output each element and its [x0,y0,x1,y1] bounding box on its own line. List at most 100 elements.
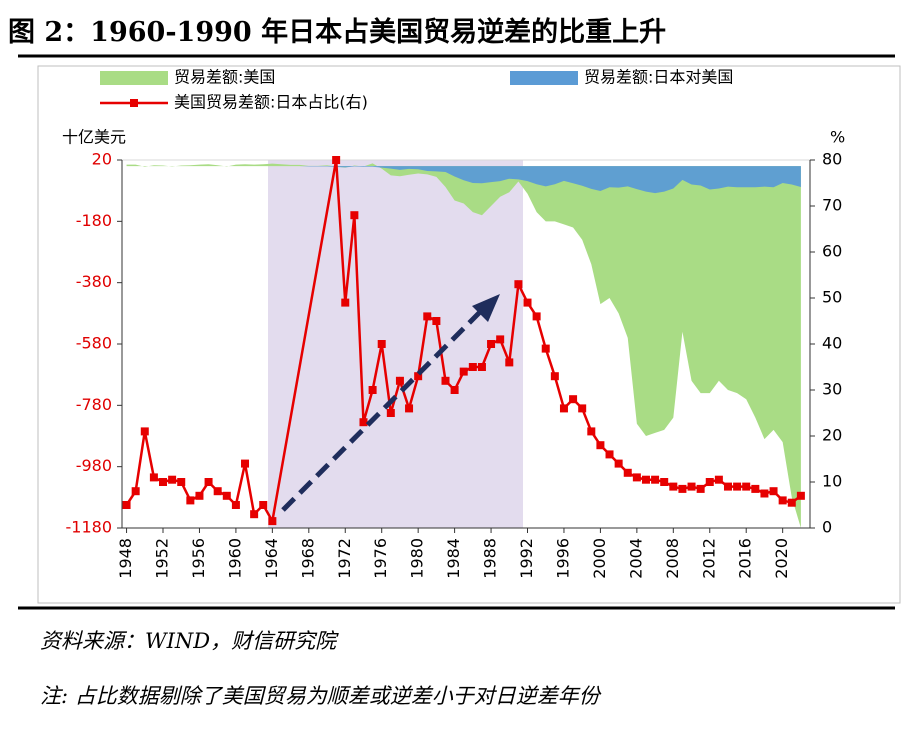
marker [578,404,587,413]
marker [605,450,614,459]
marker [268,517,277,526]
x-tick-label: 1956 [189,538,208,579]
y2-tick-label: 10 [822,472,842,491]
x-tick-label: 1980 [408,538,427,579]
legend-swatch [100,71,168,85]
marker [733,482,742,491]
marker [177,478,186,486]
x-tick-label: 2016 [736,538,755,579]
marker [559,404,568,413]
marker [587,427,596,436]
marker [678,484,687,493]
marker [395,376,404,385]
legend-label: 贸易差额:日本对美国 [584,68,733,87]
y-tick-label: 20 [92,150,112,169]
marker [405,404,414,413]
marker [204,478,213,486]
marker [414,372,423,381]
marker [550,372,559,381]
marker [250,510,259,519]
marker [796,491,805,500]
source: 资料来源：WIND，财信研究院 [40,629,337,653]
marker [386,409,395,417]
y-tick-label: -780 [76,395,112,414]
marker [441,376,450,385]
marker [131,487,140,496]
y-tick-label: -180 [76,211,112,230]
y2-tick-label: 40 [822,334,842,353]
y-tick-label: -380 [76,272,112,291]
y2-tick-label: 20 [822,426,842,445]
marker [341,298,350,307]
marker [669,482,678,491]
marker [140,427,149,436]
marker [760,489,769,498]
x-tick-label: 1968 [298,538,317,579]
y2-tick-label: 30 [822,380,842,399]
y-tick-label: -980 [76,456,112,475]
x-tick-label: 2004 [626,538,645,579]
marker [259,501,268,509]
note: 注: 占比数据剔除了美国贸易为顺差或逆差小于对日逆差年份 [40,684,600,708]
marker [350,211,359,220]
marker [368,386,377,394]
marker [660,478,669,486]
x-tick-label: 1952 [153,538,172,579]
x-tick-label: 1948 [116,538,135,579]
x-tick-label: 2012 [699,538,718,579]
x-tick-label: 1976 [371,538,390,579]
legend-swatch [130,99,138,107]
marker [596,441,605,450]
marker [641,475,650,484]
y-axis-label: 十亿美元 [62,128,126,147]
marker [505,358,514,367]
y2-axis-label: % [830,128,845,147]
chart-frame [37,65,901,604]
x-tick-label: 1992 [517,538,536,579]
marker [186,496,195,505]
y2-tick-label: 50 [822,288,842,307]
x-tick-label: 1988 [481,538,500,579]
trend-arrow [281,294,500,512]
marker [423,312,432,321]
marker [159,478,168,486]
arrow-head [472,294,500,322]
marker [149,473,158,482]
marker [496,335,505,344]
marker [696,484,705,493]
marker [359,418,368,427]
area [126,166,801,194]
marker [787,498,796,507]
marker [614,459,623,468]
y2-tick-label: 0 [822,518,832,537]
marker [523,298,532,307]
x-tick-label: 1964 [262,538,281,579]
x-tick-label: 1996 [553,538,572,579]
highlight-band [268,160,523,528]
legend-swatch [510,71,578,85]
legend-label: 贸易差额:美国 [174,68,275,87]
x-tick-label: 2008 [663,538,682,579]
marker [477,363,486,371]
marker [450,386,459,394]
y-tick-label: -580 [76,334,112,353]
marker [222,491,231,500]
y2-tick-label: 70 [822,196,842,215]
x-tick-label: 1960 [225,538,244,579]
marker [532,312,541,321]
marker [651,475,660,484]
marker [459,367,468,376]
x-tick-label: 1972 [335,538,354,579]
marker [514,280,523,289]
marker [751,484,760,493]
legend-label: 美国贸易差额:日本占比(右) [174,93,368,112]
highlight-rect [268,160,523,528]
marker [122,501,131,509]
y2-tick-label: 60 [822,242,842,261]
marker [569,395,578,404]
marker [778,496,787,505]
chart-title: 图 2：1960-1990 年日本占美国贸易逆差的比重上升 [8,17,667,48]
marker [213,487,222,496]
marker [723,482,732,491]
